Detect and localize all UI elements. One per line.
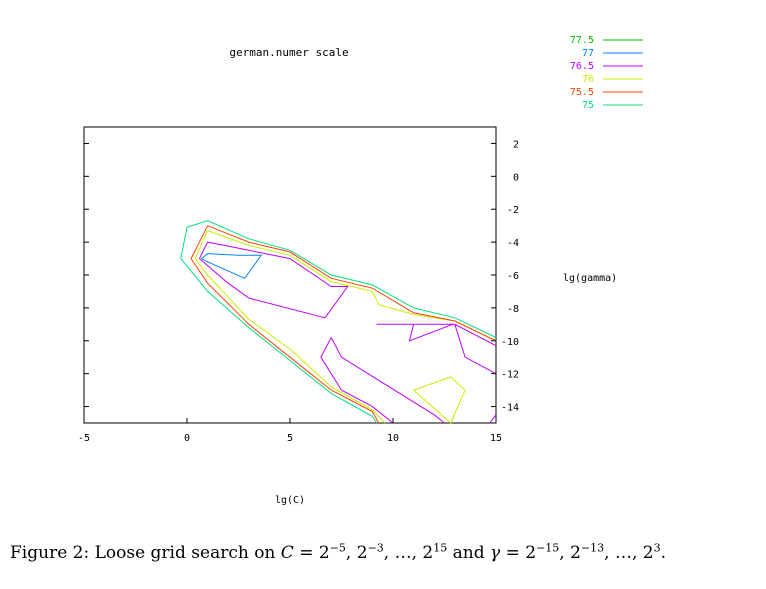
caption-prefix: Figure 2: Loose grid search on bbox=[10, 543, 276, 563]
contour-line bbox=[408, 323, 453, 342]
contour-series bbox=[180, 220, 497, 424]
contour-chart: german.numer scale 77.5 77 76.5 76 75.5 75 -5… bbox=[78, 35, 643, 506]
caption-equals-2: = bbox=[505, 543, 520, 563]
contour-series bbox=[190, 225, 497, 424]
contour-line bbox=[190, 225, 497, 342]
contour-line bbox=[198, 241, 349, 319]
caption-c-term-1: 2−5 bbox=[318, 541, 346, 563]
y-tick-label: -4 bbox=[507, 238, 519, 249]
y-tick-label: -12 bbox=[501, 370, 519, 381]
contour-line bbox=[190, 258, 380, 424]
legend-label: 76 bbox=[582, 74, 594, 85]
legend-label: 76.5 bbox=[570, 61, 594, 72]
chart-title: german.numer scale bbox=[229, 46, 348, 59]
contour-line bbox=[413, 376, 466, 424]
y-tick-label: -6 bbox=[507, 271, 519, 282]
caption-c-term-2: 2−3 bbox=[356, 541, 384, 563]
contour-line bbox=[489, 414, 497, 424]
x-tick-label: 5 bbox=[287, 433, 293, 444]
y-axis: 2 0 -2 -4 -6 -8 -10 -12 -14 bbox=[84, 139, 519, 414]
figure-caption: Figure 2: Loose grid search on C = 2−5, … bbox=[10, 541, 667, 563]
contour-line bbox=[180, 220, 497, 338]
contour-series bbox=[194, 229, 497, 424]
caption-g-term-3: 23 bbox=[642, 541, 661, 563]
y-axis-label: lg(gamma) bbox=[563, 273, 617, 284]
contour-line bbox=[330, 337, 445, 424]
contour-line bbox=[376, 323, 497, 347]
caption-c-var: C bbox=[280, 543, 294, 563]
y-tick-label: -2 bbox=[507, 205, 519, 216]
y-tick-label: -14 bbox=[501, 403, 519, 414]
x-axis: -5 0 5 10 15 bbox=[78, 418, 502, 444]
contour-line bbox=[194, 258, 386, 424]
contour-series bbox=[201, 253, 263, 279]
contour-lines bbox=[180, 220, 497, 424]
legend-label: 75.5 bbox=[570, 87, 594, 98]
contour-line bbox=[194, 229, 497, 342]
legend-label: 77 bbox=[582, 48, 594, 59]
caption-g-term-2: 2−13 bbox=[570, 541, 605, 563]
x-tick-label: -5 bbox=[78, 433, 90, 444]
y-tick-label: 2 bbox=[513, 139, 519, 150]
x-tick-label: 0 bbox=[184, 433, 190, 444]
y-tick-label: -8 bbox=[507, 304, 519, 315]
caption-equals-1: = bbox=[299, 543, 314, 563]
legend: 77.5 77 76.5 76 75.5 75 bbox=[570, 35, 643, 111]
contour-series bbox=[198, 241, 497, 424]
contour-line bbox=[201, 253, 263, 279]
contour-line bbox=[454, 324, 497, 375]
x-tick-label: 15 bbox=[490, 433, 502, 444]
x-tick-label: 10 bbox=[387, 433, 399, 444]
caption-and: and bbox=[452, 543, 485, 563]
y-tick-label: 0 bbox=[513, 172, 519, 183]
contour-line bbox=[320, 337, 394, 424]
caption-g-term-1: 2−15 bbox=[525, 541, 560, 563]
caption-gamma-var: γ bbox=[490, 543, 501, 563]
legend-label: 75 bbox=[582, 100, 594, 111]
legend-label: 77.5 bbox=[570, 35, 594, 46]
plot-frame bbox=[83, 126, 497, 424]
x-axis-label: lg(C) bbox=[275, 495, 305, 506]
contour-line bbox=[180, 258, 377, 424]
caption-c-term-3: 215 bbox=[422, 541, 448, 563]
y-tick-label: -10 bbox=[501, 337, 519, 348]
